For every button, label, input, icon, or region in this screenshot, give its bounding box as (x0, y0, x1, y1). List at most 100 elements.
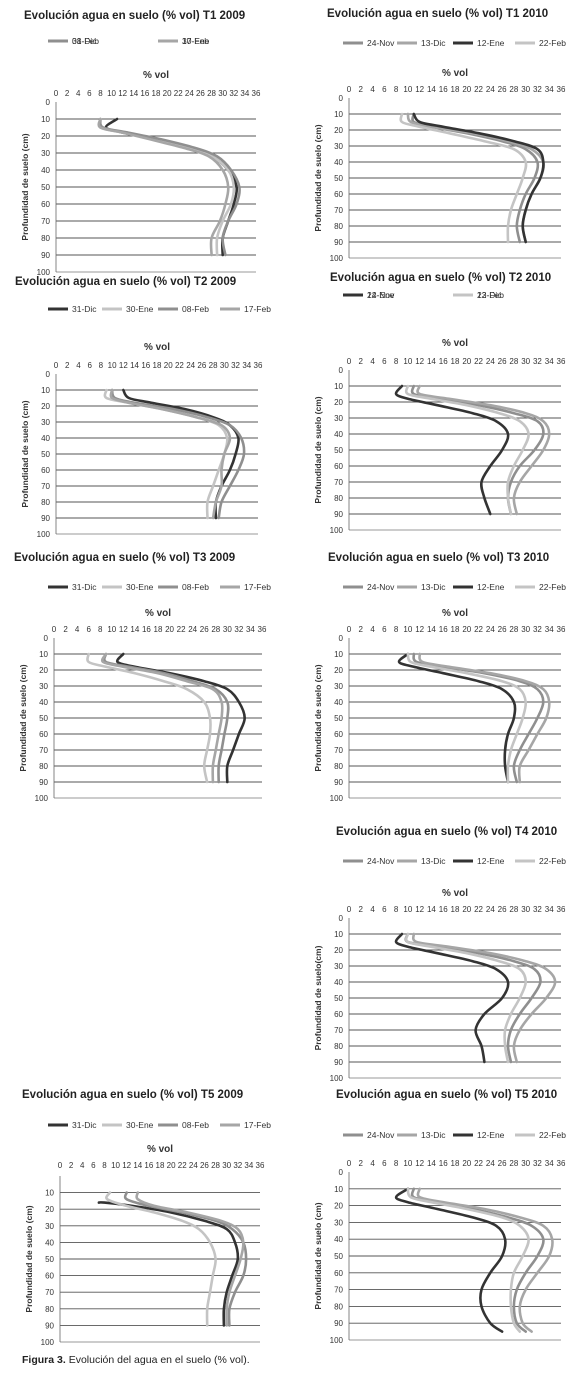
x-tick-label: 4 (370, 1159, 375, 1168)
y-tick-label: 0 (339, 1168, 344, 1177)
chart-title: Evolución agua en suelo (% vol) T5 2010 (336, 1089, 558, 1101)
x-tick-label: 26 (498, 625, 507, 634)
legend-label: 22-Feb (539, 1130, 566, 1140)
series-line-22-Feb (406, 652, 528, 784)
series-line-22-Feb (404, 384, 530, 516)
legend-label: 12-Ene (477, 1130, 505, 1140)
y-tick-label: 50 (41, 450, 50, 459)
x-tick-label: 12 (119, 361, 128, 370)
chart-title: Evolución agua en suelo (% vol) T1 2010 (327, 8, 549, 20)
legend-label: 24-Nov (367, 38, 395, 48)
x-axis-label: % vol (442, 68, 468, 79)
x-tick-label: 20 (462, 1159, 471, 1168)
x-tick-label: 14 (427, 1159, 436, 1168)
x-tick-label: 34 (240, 89, 249, 98)
series-line-22-Feb (406, 1187, 530, 1333)
series-line-13-Dic (418, 652, 551, 784)
x-axis-label: % vol (442, 888, 468, 899)
legend-label: 13-Dic (477, 290, 502, 300)
x-tick-label: 8 (99, 361, 104, 370)
legend-label: 30-Ene (126, 1120, 154, 1130)
y-tick-label: 40 (39, 698, 48, 707)
x-tick-label: 28 (211, 625, 220, 634)
y-tick-label: 30 (334, 1218, 343, 1227)
chart-panel-T5-2010: Evolución agua en suelo (% vol) T5 2010 … (305, 1088, 580, 1352)
y-tick-label: 80 (334, 762, 343, 771)
x-tick-label: 16 (439, 905, 448, 914)
x-tick-label: 4 (75, 625, 80, 634)
x-tick-label: 36 (252, 89, 261, 98)
x-tick-label: 34 (545, 357, 554, 366)
x-tick-label: 30 (521, 625, 530, 634)
x-tick-label: 24 (185, 89, 194, 98)
x-tick-label: 30 (223, 625, 232, 634)
y-tick-label: 10 (45, 1189, 54, 1198)
x-tick-label: 12 (119, 625, 128, 634)
x-tick-label: 34 (545, 905, 554, 914)
x-tick-label: 16 (141, 361, 150, 370)
x-tick-label: 22 (474, 905, 483, 914)
y-tick-label: 90 (334, 1319, 343, 1328)
x-tick-label: 0 (52, 625, 57, 634)
x-tick-label: 34 (545, 1159, 554, 1168)
x-tick-label: 2 (65, 361, 70, 370)
x-tick-label: 28 (509, 85, 518, 94)
x-tick-label: 10 (403, 85, 412, 94)
x-tick-label: 12 (415, 905, 424, 914)
x-tick-label: 6 (87, 361, 92, 370)
y-tick-label: 10 (334, 1185, 343, 1194)
x-tick-label: 14 (427, 905, 436, 914)
x-tick-label: 20 (462, 357, 471, 366)
y-tick-label: 20 (41, 402, 50, 411)
y-tick-label: 50 (45, 1255, 54, 1264)
y-tick-label: 60 (334, 730, 343, 739)
x-tick-label: 32 (229, 89, 238, 98)
x-tick-label: 0 (347, 625, 352, 634)
x-tick-label: 34 (246, 625, 255, 634)
y-tick-label: 50 (334, 174, 343, 183)
y-tick-label: 100 (37, 530, 51, 539)
y-tick-label: 80 (334, 222, 343, 231)
x-tick-label: 36 (557, 85, 566, 94)
y-tick-label: 50 (334, 994, 343, 1003)
y-axis-label: Profundidad de suelo(cm) (313, 945, 323, 1050)
series-line-17-Feb (135, 1191, 245, 1327)
x-tick-label: 12 (122, 1161, 131, 1170)
figure-caption-text: Evolución del agua en el suelo (% vol). (68, 1354, 250, 1366)
y-tick-label: 30 (334, 142, 343, 151)
chart-panel-T3-2010: Evolución agua en suelo (% vol) T3 2010 … (305, 552, 580, 808)
y-tick-label: 60 (334, 462, 343, 471)
chart-title: Evolución agua en suelo (% vol) T1 2009 (24, 10, 246, 22)
y-tick-label: 90 (334, 1058, 343, 1067)
series-line-22-Feb (404, 932, 527, 1064)
y-tick-label: 90 (334, 238, 343, 247)
x-axis-label: % vol (442, 338, 468, 349)
y-tick-label: 70 (334, 746, 343, 755)
y-tick-label: 100 (330, 526, 344, 535)
y-tick-label: 100 (330, 794, 344, 803)
x-tick-label: 0 (347, 905, 352, 914)
x-tick-label: 22 (474, 625, 483, 634)
legend-label: 17-Feb (244, 1120, 271, 1130)
legend-label: 17-Feb (244, 582, 271, 592)
x-tick-label: 6 (91, 1161, 96, 1170)
y-tick-label: 20 (334, 398, 343, 407)
x-tick-label: 16 (142, 625, 151, 634)
series-line-13-Dic (416, 1187, 554, 1333)
y-tick-label: 30 (41, 418, 50, 427)
series-line-12-Ene (394, 932, 510, 1064)
series-line-12-Ene (394, 1187, 507, 1333)
y-tick-label: 80 (39, 762, 48, 771)
x-tick-label: 10 (403, 905, 412, 914)
y-tick-label: 100 (37, 268, 51, 277)
chart-panel-T5-2009: Evolución agua en suelo (% vol) T5 2009 … (10, 1088, 280, 1348)
x-tick-label: 12 (415, 85, 424, 94)
x-tick-label: 16 (439, 625, 448, 634)
legend-label: 31-Dic (72, 582, 97, 592)
x-tick-label: 18 (156, 1161, 165, 1170)
chart-title: Evolución agua en suelo (% vol) T2 2009 (15, 276, 237, 288)
x-tick-label: 8 (394, 1159, 399, 1168)
